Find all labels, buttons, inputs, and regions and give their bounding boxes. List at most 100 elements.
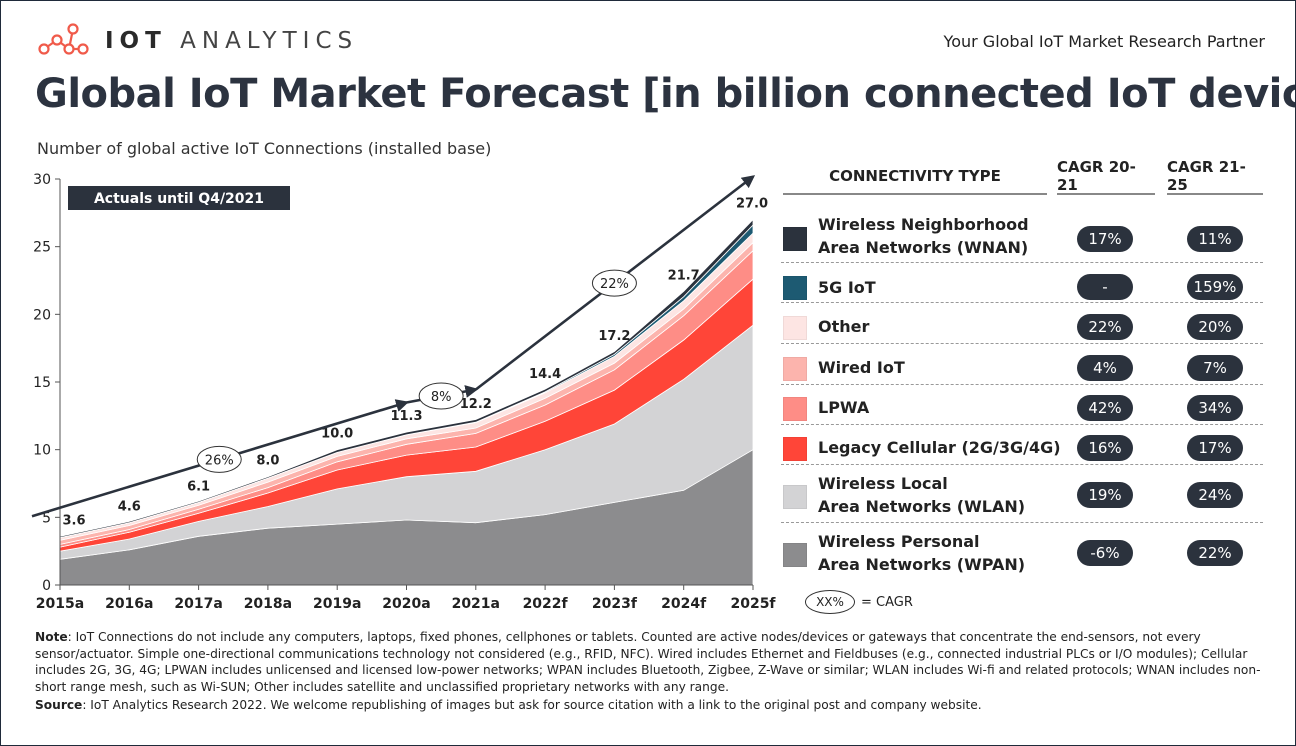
legend-label-wnan-line2: Area Networks (WNAN) <box>818 238 1029 257</box>
legend-separator <box>781 384 1263 385</box>
cagr-oval-label: 22% <box>600 277 629 292</box>
x-tick-label: 2024f <box>661 596 707 612</box>
legend-row-5g: 5G IoT - 159% <box>781 263 1263 303</box>
x-tick-label: 2023f <box>592 596 638 612</box>
legend-cagr2-wpan: 22% <box>1187 540 1243 566</box>
legend-label-wnan: Wireless Neighborhood Area Networks (WNAN… <box>818 213 1029 259</box>
legend-label-wpan-line1: Wireless Personal <box>818 532 980 551</box>
y-tick-label: 30 <box>33 172 51 188</box>
legend-row-other: Other 22% 20% <box>781 303 1263 344</box>
legend-cagr1-cellular: 16% <box>1077 435 1133 461</box>
legend-row-wlan: Wireless Local Area Networks (WLAN) 19% 2… <box>781 465 1263 523</box>
legend-row-wnan: Wireless Neighborhood Area Networks (WNAN… <box>781 205 1263 263</box>
logo-iot: IOT <box>105 28 167 54</box>
total-label: 10.0 <box>321 427 353 442</box>
area-wireless-neighborhood-area-networks-wnan <box>59 218 754 539</box>
legend-row-cellular: Legacy Cellular (2G/3G/4G) 16% 17% <box>781 425 1263 465</box>
y-tick-label: 20 <box>33 307 51 323</box>
legend-swatch-other <box>783 316 807 340</box>
y-tick-label: 15 <box>33 375 51 391</box>
footnote: Note: IoT Connections do not include any… <box>35 629 1265 695</box>
total-label: 3.6 <box>62 513 85 528</box>
total-label: 6.1 <box>187 479 210 494</box>
legend-swatch-wnan <box>783 227 807 251</box>
page-title: Global IoT Market Forecast [in billion c… <box>35 71 1296 117</box>
x-tick-label: 2021a <box>452 596 500 612</box>
legend-separator <box>781 522 1263 523</box>
legend-cagr1-wnan: 17% <box>1077 226 1133 252</box>
legend-label-wlan-line1: Wireless Local <box>818 474 948 493</box>
source-line: Source: IoT Analytics Research 2022. We … <box>35 698 1265 712</box>
legend-cagr1-5g: - <box>1077 274 1133 300</box>
legend-cagr2-5g: 159% <box>1187 274 1243 300</box>
legend-separator <box>781 343 1263 344</box>
cagr-oval-label: 26% <box>205 453 234 468</box>
cagr-key-oval: XX% <box>805 590 855 614</box>
legend-header-type: CONNECTIVITY TYPE <box>783 159 1047 195</box>
legend-cagr1-wpan: -6% <box>1077 540 1133 566</box>
legend-cagr1-wired: 4% <box>1077 355 1133 381</box>
legend-label-other: Other <box>818 317 870 336</box>
legend-row-lpwa: LPWA 42% 34% <box>781 385 1263 425</box>
x-tick-label: 2025f <box>730 596 776 612</box>
cagr-key: XX% = CAGR <box>805 590 913 614</box>
logo-analytics: ANALYTICS <box>180 28 359 54</box>
actuals-banner-label: Actuals until Q4/2021 <box>94 191 264 207</box>
total-label: 12.2 <box>460 397 492 412</box>
total-label: 11.3 <box>390 409 422 424</box>
x-tick-label: 2018a <box>244 596 292 612</box>
total-label: 17.2 <box>598 329 630 344</box>
legend-cagr2-wired: 7% <box>1187 355 1243 381</box>
legend-label-wlan: Wireless Local Area Networks (WLAN) <box>818 472 1025 518</box>
y-tick-label: 5 <box>42 510 51 526</box>
tagline: Your Global IoT Market Research Partner <box>943 32 1265 51</box>
legend-separator <box>781 262 1263 263</box>
legend-swatch-cellular <box>783 437 807 461</box>
legend-separator <box>781 302 1263 303</box>
legend-swatch-wlan <box>783 485 807 509</box>
forecast-area-chart: 0 5 10 15 20 25 30 2015a 2016a 2017a 2018a 2019a 202… <box>31 172 776 612</box>
legend-label-lpwa: LPWA <box>818 398 870 417</box>
total-label: 14.4 <box>529 367 561 382</box>
y-tick-label: 10 <box>33 443 51 459</box>
x-tick-label: 2020a <box>382 596 430 612</box>
legend-label-wnan-line1: Wireless Neighborhood <box>818 215 1029 234</box>
legend-label-wlan-line2: Area Networks (WLAN) <box>818 497 1026 516</box>
total-label: 21.7 <box>668 268 700 283</box>
legend-label-wired: Wired IoT <box>818 358 905 377</box>
legend-label-cellular: Legacy Cellular (2G/3G/4G) <box>818 438 1061 457</box>
legend-cagr2-cellular: 17% <box>1187 435 1243 461</box>
legend-header-cagr-21-25: CAGR 21-25 <box>1167 158 1263 195</box>
note-text: : IoT Connections do not include any com… <box>35 630 1261 694</box>
legend-cagr2-lpwa: 34% <box>1187 395 1243 421</box>
x-tick-label: 2022f <box>523 596 569 612</box>
legend-swatch-5g <box>783 276 807 300</box>
legend-cagr2-wnan: 11% <box>1187 226 1243 252</box>
legend-row-wpan: Wireless Personal Area Networks (WPAN) -6… <box>781 523 1263 581</box>
cagr-oval <box>196 445 242 473</box>
legend-cagr2-other: 20% <box>1187 314 1243 340</box>
note-label: Note <box>35 630 68 644</box>
total-label: 8.0 <box>256 454 279 469</box>
total-label: 27.0 <box>736 197 768 212</box>
chart-subtitle: Number of global active IoT Connections … <box>37 139 492 158</box>
legend-cagr1-wlan: 19% <box>1077 482 1133 508</box>
logo: IOT ANALYTICS <box>37 21 358 61</box>
y-tick-label: 25 <box>33 240 51 256</box>
cagr-oval <box>591 269 637 297</box>
legend-label-5g: 5G IoT <box>818 278 876 297</box>
legend-cagr1-other: 22% <box>1077 314 1133 340</box>
legend-separator <box>781 424 1263 425</box>
source-label: Source <box>35 698 83 712</box>
legend-label-wpan-line2: Area Networks (WPAN) <box>818 555 1026 574</box>
legend-row-wired: Wired IoT 4% 7% <box>781 344 1263 385</box>
x-tick-label: 2017a <box>174 596 222 612</box>
x-tick-label: 2016a <box>105 596 153 612</box>
x-tick-label: 2015a <box>36 596 84 612</box>
network-nodes-icon <box>38 23 89 55</box>
legend-swatch-wpan <box>783 543 807 567</box>
source-text: : IoT Analytics Research 2022. We welcom… <box>82 698 982 712</box>
legend-swatch-lpwa <box>783 397 807 421</box>
legend-header-cagr-20-21: CAGR 20-21 <box>1057 158 1155 195</box>
